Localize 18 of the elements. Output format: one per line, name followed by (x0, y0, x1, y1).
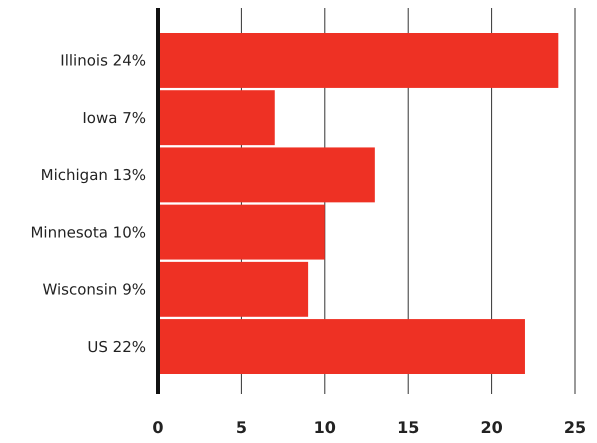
y-tick-label: Illinois 24% (60, 52, 146, 70)
y-tick-label: Minnesota 10% (30, 223, 146, 242)
y-tick-label: Michigan 13% (40, 166, 146, 184)
bar (158, 147, 375, 202)
bar (158, 33, 558, 88)
x-tick-label: 5 (236, 418, 247, 437)
y-tick-label: Iowa 7% (82, 108, 146, 127)
bar (158, 319, 525, 374)
y-tick-label: Wisconsin 9% (42, 280, 146, 299)
x-tick-label: 0 (152, 418, 164, 437)
bar (158, 262, 308, 317)
bar (158, 90, 275, 146)
x-tick-label: 15 (397, 418, 420, 437)
x-tick-label: 20 (480, 418, 503, 437)
bar (158, 204, 325, 260)
x-tick-label: 10 (314, 418, 336, 437)
y-tick-label: US 22% (87, 338, 146, 356)
x-tick-label: 25 (564, 418, 586, 437)
